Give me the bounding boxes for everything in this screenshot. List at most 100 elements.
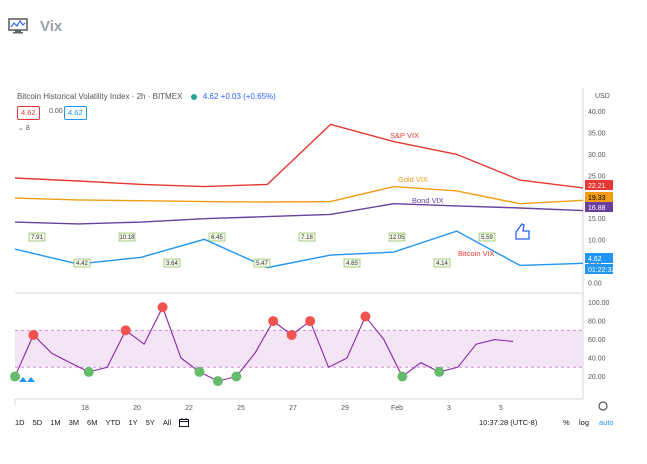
series-line-1[interactable]: [14, 185, 584, 205]
point-label: 10.18: [119, 235, 135, 241]
point-label-box: [343, 258, 361, 268]
range-1d[interactable]: 1D: [15, 418, 25, 427]
overbought-marker: [28, 329, 39, 340]
oversold-marker: [83, 366, 94, 377]
price-tag-label: 4.62: [588, 256, 602, 263]
oscillator-tick-label: 20.00: [588, 374, 606, 381]
oscillator-tick-label: 40.00: [588, 356, 606, 363]
page-header: Vix: [8, 14, 62, 38]
monitor-icon: [8, 18, 28, 34]
clock-text[interactable]: 10:37:28 (UTC-8): [479, 418, 538, 427]
range-5y[interactable]: 5Y: [145, 418, 155, 427]
point-label-box: [73, 258, 91, 268]
range-1m[interactable]: 1M: [50, 418, 61, 427]
price-tag: [585, 264, 613, 274]
log-toggle[interactable]: log: [579, 418, 590, 427]
point-label-box: [478, 232, 496, 242]
x-tick-label: 29: [341, 405, 349, 412]
point-label: 7.18: [301, 235, 313, 241]
point-label: 5.59: [481, 235, 493, 241]
point-label-box: [388, 232, 406, 242]
oversold-marker: [397, 371, 408, 382]
y-tick-label: 10.00: [588, 238, 606, 245]
gear-icon[interactable]: [598, 401, 608, 411]
last-value: 4.62: [202, 92, 219, 101]
oversold-marker: [10, 371, 20, 382]
x-tick-label: 20: [133, 405, 141, 412]
x-tick-label: 25: [237, 405, 245, 412]
range-all[interactable]: All: [162, 418, 172, 427]
overbought-marker: [157, 302, 168, 313]
series-line-0[interactable]: [14, 123, 584, 189]
point-label: 3.64: [166, 261, 178, 267]
point-label-box: [118, 232, 136, 242]
mid-value: 0.00: [49, 108, 63, 115]
input-box-right[interactable]: 4.62: [64, 106, 87, 120]
point-label-box: [433, 258, 451, 268]
series-line-2[interactable]: [14, 202, 584, 225]
chevron-down-icon: ⌄: [18, 125, 26, 132]
symbol-title[interactable]: Bitcoin Historical Volatility Index · 2h…: [17, 92, 183, 101]
oversold-marker: [434, 366, 445, 377]
range-3m[interactable]: 3M: [68, 418, 80, 427]
chart-legend: Bitcoin Historical Volatility Index · 2h…: [17, 92, 276, 101]
point-label-box: [208, 232, 226, 242]
y-tick-label: 30.00: [588, 152, 606, 159]
x-tick-label: 27: [289, 405, 297, 412]
x-tick-label: 22: [185, 405, 193, 412]
overbought-marker: [268, 316, 279, 327]
price-tag-label: 01:22:32: [588, 267, 615, 274]
x-tick-label: Feb: [391, 405, 403, 412]
status-dot-icon: [190, 93, 197, 100]
point-label-box: [298, 232, 316, 242]
price-tag: [585, 253, 613, 263]
currency-label: USD: [595, 93, 610, 100]
price-tag: [585, 202, 613, 212]
price-tag-label: 19.33: [588, 195, 606, 202]
oversold-marker: [194, 366, 205, 377]
overbought-marker: [286, 329, 297, 340]
point-label-box: [163, 258, 181, 268]
point-label: 4.42: [76, 261, 88, 267]
price-tag-label: 22.21: [588, 183, 606, 190]
point-label: 5.47: [256, 261, 268, 267]
point-label: 12.05: [389, 235, 405, 241]
label-bond-vix: Bond VIX: [412, 196, 444, 205]
oscillator-line[interactable]: [14, 305, 514, 382]
collapse-count: 8: [25, 125, 30, 132]
y-tick-label: 35.00: [588, 131, 606, 138]
change-value: +0.03 (+0.65%): [220, 92, 276, 101]
range-ytd[interactable]: YTD: [105, 418, 121, 427]
y-tick-label: 40.00: [588, 109, 606, 116]
oversold-marker: [212, 376, 223, 387]
input-box-left[interactable]: 4.62: [17, 106, 40, 120]
thumbs-up-icon[interactable]: [515, 223, 530, 240]
point-label: 4.65: [346, 261, 358, 267]
point-label: 6.45: [211, 235, 223, 241]
x-tick-label: 18: [81, 405, 89, 412]
goto-date-icon[interactable]: [179, 418, 190, 429]
range-bar: 1D 5D 1M 3M 6M YTD 1Y 5Y All: [15, 418, 197, 429]
label-sp-vix: S&P VIX: [390, 131, 419, 140]
range-5d[interactable]: 5D: [32, 418, 43, 427]
overbought-marker: [120, 325, 131, 336]
y-tick-label: 0.00: [588, 281, 602, 288]
collapse-toggle[interactable]: ⌄ 8: [18, 124, 30, 132]
oscillator-band: [15, 330, 583, 368]
oscillator-tick-label: 60.00: [588, 337, 606, 344]
range-1y[interactable]: 1Y: [128, 418, 138, 427]
auto-toggle[interactable]: auto: [599, 418, 614, 427]
overbought-marker: [305, 316, 316, 327]
percent-toggle[interactable]: %: [563, 418, 570, 427]
range-6m[interactable]: 6M: [87, 418, 98, 427]
label-gold-vix: Gold VIX: [398, 175, 428, 184]
point-label-box: [28, 232, 46, 242]
price-tag-label: 16.88: [588, 205, 606, 212]
x-tick-label: 5: [499, 405, 503, 412]
page-title: Vix: [40, 17, 63, 35]
point-label-box: [253, 258, 271, 268]
oversold-marker: [231, 371, 242, 382]
series-line-3[interactable]: [14, 230, 584, 269]
price-tag: [585, 180, 613, 190]
